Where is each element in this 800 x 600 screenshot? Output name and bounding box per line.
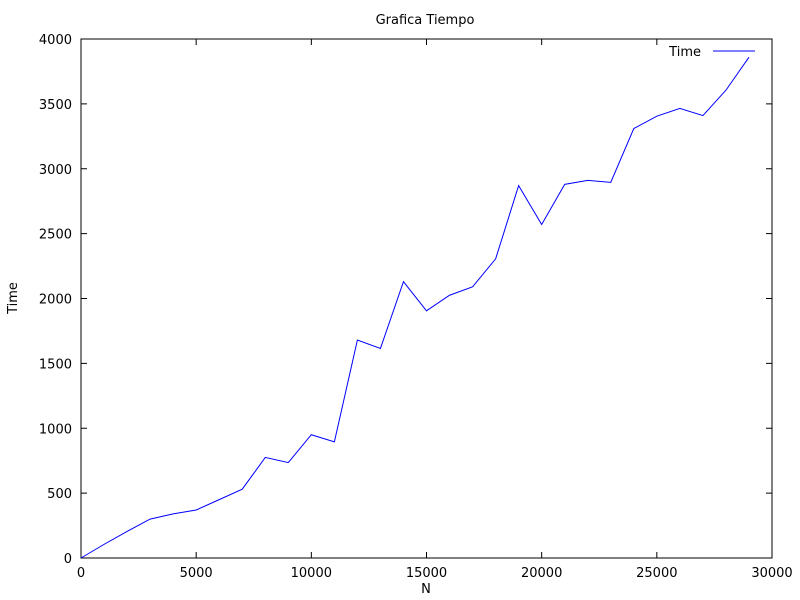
series-line-time [80,56,750,559]
plot-frame [80,38,773,559]
x-tick-label: 30000 [751,566,792,581]
x-tick-label: 25000 [636,566,677,581]
x-tick-label: 0 [77,566,85,581]
y-tick-label: 3000 [39,163,72,178]
x-tick-label: 5000 [180,566,213,581]
y-tick-label: 2000 [39,293,72,308]
legend: Time [668,45,755,60]
axis-ticks: 0 5000 10000 15000 20000 25000 30000 0 500 1000 15… [39,33,793,581]
x-tick-label: 15000 [406,566,447,581]
y-tick-label: 0 [64,552,72,567]
x-axis-label: N [421,582,431,597]
legend-label: Time [668,45,701,60]
y-axis-label: Time [6,282,21,315]
y-tick-label: 4000 [39,33,72,48]
y-tick-label: 3500 [39,98,72,113]
x-tick-label: 10000 [291,566,332,581]
y-tick-label: 1000 [39,422,72,437]
chart-title: Grafica Tiempo [376,13,475,28]
y-tick-label: 500 [47,487,72,502]
y-tick-label: 1500 [39,357,72,372]
series-lines [80,56,750,559]
y-tick-label: 2500 [39,228,72,243]
x-tick-label: 20000 [521,566,562,581]
